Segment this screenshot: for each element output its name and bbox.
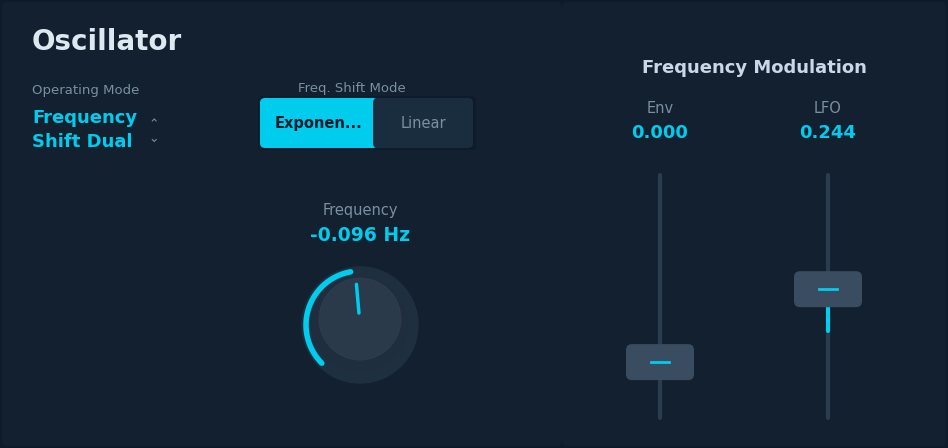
Circle shape xyxy=(319,278,401,360)
Text: ⌄: ⌄ xyxy=(148,132,158,145)
Text: Frequency: Frequency xyxy=(322,202,398,217)
Text: 0.244: 0.244 xyxy=(799,124,856,142)
Text: LFO: LFO xyxy=(814,100,842,116)
FancyBboxPatch shape xyxy=(794,271,862,307)
Text: Linear: Linear xyxy=(400,116,446,130)
Text: Env: Env xyxy=(647,100,674,116)
FancyBboxPatch shape xyxy=(260,98,378,148)
Text: Operating Mode: Operating Mode xyxy=(32,83,139,96)
Text: Frequency: Frequency xyxy=(32,109,137,127)
FancyBboxPatch shape xyxy=(258,96,476,150)
Text: Shift Dual: Shift Dual xyxy=(32,133,133,151)
Text: -0.096 Hz: -0.096 Hz xyxy=(310,225,410,245)
Circle shape xyxy=(302,267,418,383)
FancyBboxPatch shape xyxy=(2,2,562,446)
FancyBboxPatch shape xyxy=(562,2,946,446)
Text: Exponen...: Exponen... xyxy=(275,116,363,130)
Text: Oscillator: Oscillator xyxy=(32,28,182,56)
Text: Freq. Shift Mode: Freq. Shift Mode xyxy=(298,82,406,95)
Text: ⌃: ⌃ xyxy=(148,119,158,132)
Text: 0.000: 0.000 xyxy=(631,124,688,142)
Text: Frequency Modulation: Frequency Modulation xyxy=(642,59,866,77)
FancyBboxPatch shape xyxy=(373,98,473,148)
Circle shape xyxy=(312,277,408,373)
FancyBboxPatch shape xyxy=(626,344,694,380)
